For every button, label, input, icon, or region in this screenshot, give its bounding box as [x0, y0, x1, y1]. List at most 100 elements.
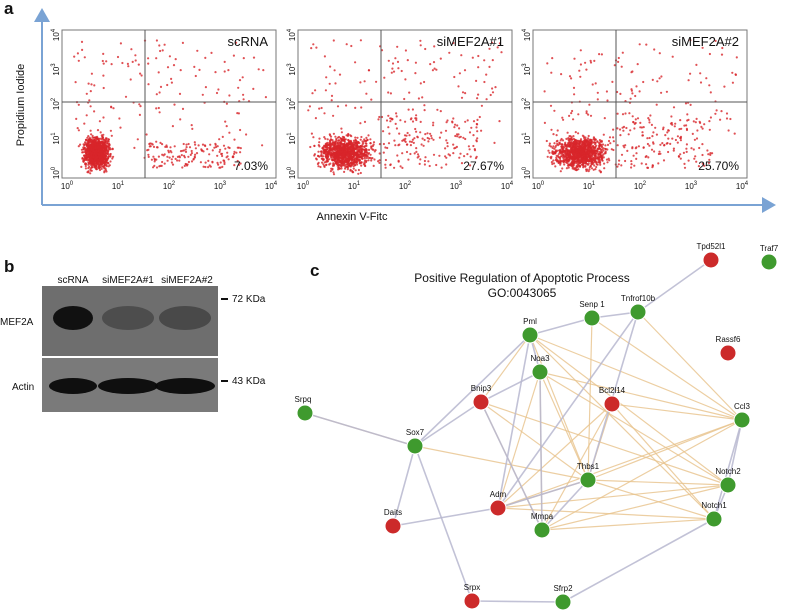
tick-exp: 3 [522, 63, 528, 67]
dot [88, 99, 90, 101]
dot [577, 132, 579, 134]
dot [588, 104, 590, 106]
dot [104, 142, 106, 144]
dot [612, 136, 614, 138]
dot [582, 166, 584, 168]
dot [696, 118, 698, 120]
dot [685, 148, 687, 150]
dot [462, 91, 464, 93]
dot [342, 158, 344, 160]
dot [164, 163, 166, 165]
dot [112, 107, 114, 109]
node-label: Mmpa [531, 512, 554, 521]
dot [333, 154, 335, 156]
dot [110, 130, 112, 132]
node-label: Pml [523, 317, 537, 326]
dot [226, 103, 228, 105]
dot [328, 147, 330, 149]
dot [393, 167, 395, 169]
dot [618, 160, 620, 162]
dot [603, 167, 605, 169]
dot [92, 144, 94, 146]
dot [637, 117, 639, 119]
dot [107, 157, 109, 159]
dot [709, 129, 711, 131]
dot [343, 136, 345, 138]
dot [583, 146, 585, 148]
dot [589, 158, 591, 160]
dot [326, 145, 328, 147]
dot [340, 128, 342, 130]
dot [624, 112, 626, 114]
dot [111, 135, 113, 137]
dot [360, 152, 362, 154]
edge [415, 446, 588, 480]
dot [309, 105, 311, 107]
dot [228, 132, 230, 134]
tick-label: 100 [297, 181, 310, 191]
dot [367, 159, 369, 161]
tick-exp: 3 [694, 181, 698, 187]
dot [607, 144, 609, 146]
dot [365, 143, 367, 145]
dot [599, 170, 601, 172]
dot [400, 165, 402, 167]
dot [561, 167, 563, 169]
tick-label: 103 [287, 63, 297, 76]
tick-label: 102 [51, 97, 61, 110]
dot [575, 153, 577, 155]
dot [556, 143, 558, 145]
dot [579, 150, 581, 152]
dot [586, 151, 588, 153]
dot [360, 149, 362, 151]
dot [422, 138, 424, 140]
dot [218, 138, 220, 140]
dot [153, 158, 155, 160]
dot [329, 140, 331, 142]
dot [406, 143, 408, 145]
dot [551, 161, 553, 163]
dot [562, 119, 564, 121]
dot [335, 162, 337, 164]
dot [205, 86, 207, 88]
dot [648, 119, 650, 121]
tick-exp: 1 [522, 132, 528, 136]
dot [583, 157, 585, 159]
dot [645, 163, 647, 165]
dot [580, 148, 582, 150]
dot [708, 84, 710, 86]
edge [472, 601, 563, 602]
dot [182, 42, 184, 44]
tick-label: 100 [61, 181, 74, 191]
dot [317, 151, 319, 153]
dot [153, 165, 155, 167]
dot [598, 53, 600, 55]
dot [155, 141, 157, 143]
dot [390, 92, 392, 94]
dot [679, 119, 681, 121]
dot [566, 145, 568, 147]
dot [82, 151, 84, 153]
dot [171, 161, 173, 163]
dot [198, 69, 200, 71]
dot [630, 160, 632, 162]
dot [354, 61, 356, 63]
dot [710, 91, 712, 93]
dot [631, 70, 633, 72]
dot [663, 144, 665, 146]
dot [459, 153, 461, 155]
dot [671, 124, 673, 126]
dot [573, 146, 575, 148]
node [720, 477, 736, 493]
tick-label: 102 [287, 97, 297, 110]
dot [461, 97, 463, 99]
dot [103, 138, 105, 140]
dot [90, 141, 92, 143]
dot [468, 145, 470, 147]
dot [646, 137, 648, 139]
dot [431, 137, 433, 139]
dot [488, 66, 490, 68]
dot [424, 156, 426, 158]
dot [265, 96, 267, 98]
dot [102, 75, 104, 77]
